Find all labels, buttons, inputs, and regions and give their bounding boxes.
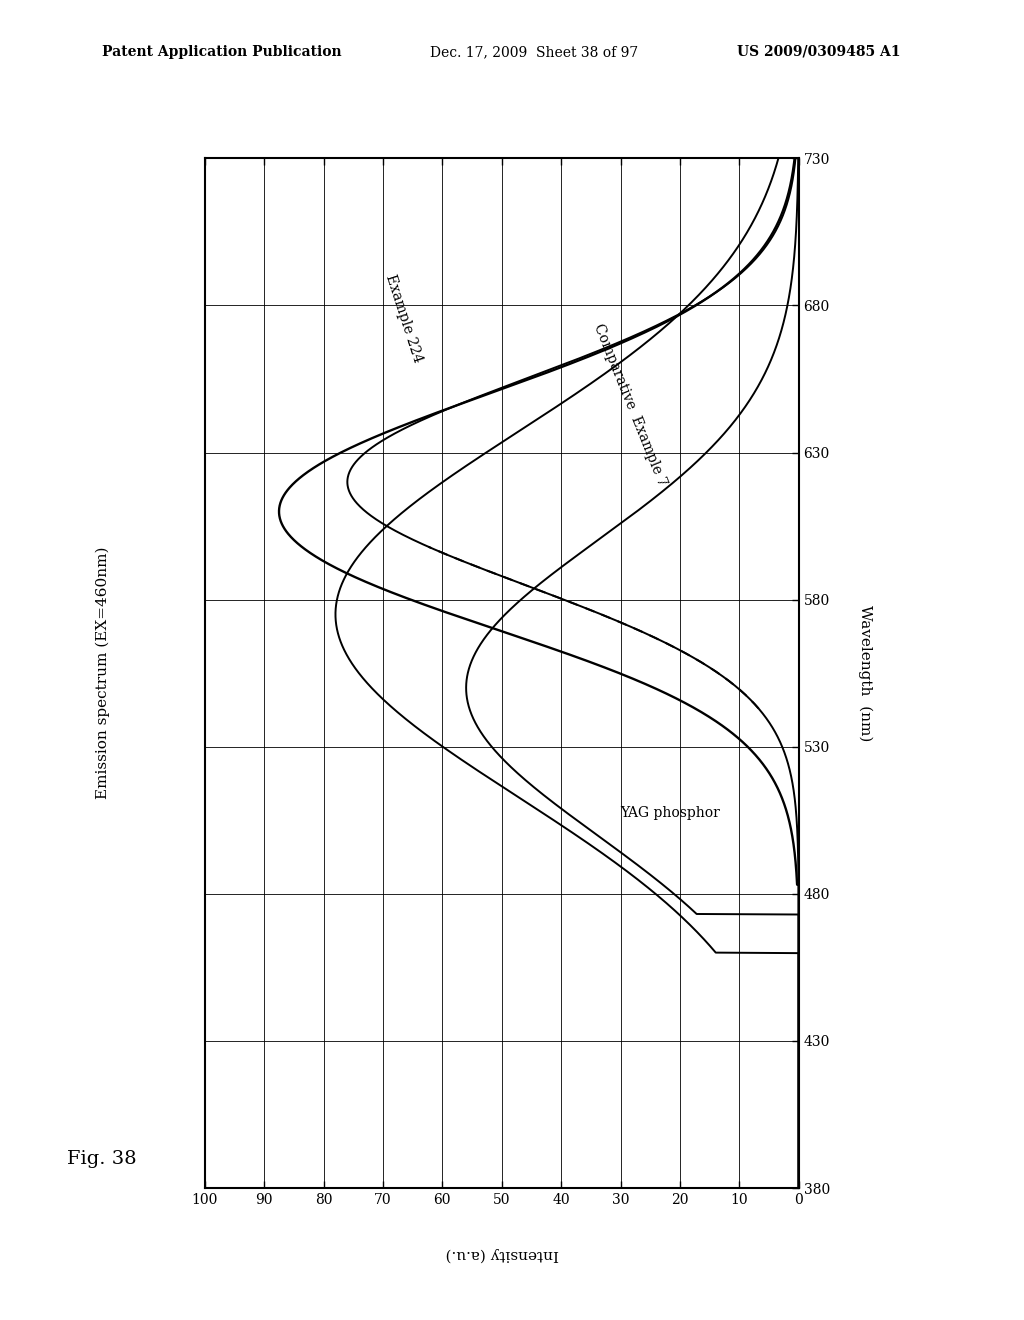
Text: Intensity (a.u.): Intensity (a.u.)	[445, 1247, 558, 1262]
Text: Example 224: Example 224	[383, 272, 425, 364]
Text: Fig. 38: Fig. 38	[67, 1150, 136, 1168]
Text: Wavelength  (nm): Wavelength (nm)	[858, 605, 872, 742]
Text: YAG phosphor: YAG phosphor	[621, 807, 721, 820]
Text: Patent Application Publication: Patent Application Publication	[102, 45, 342, 59]
Text: Comparative  Example 7: Comparative Example 7	[591, 321, 669, 488]
Text: Emission spectrum (EX=460nm): Emission spectrum (EX=460nm)	[95, 546, 110, 800]
Text: US 2009/0309485 A1: US 2009/0309485 A1	[737, 45, 901, 59]
Text: Dec. 17, 2009  Sheet 38 of 97: Dec. 17, 2009 Sheet 38 of 97	[430, 45, 638, 59]
